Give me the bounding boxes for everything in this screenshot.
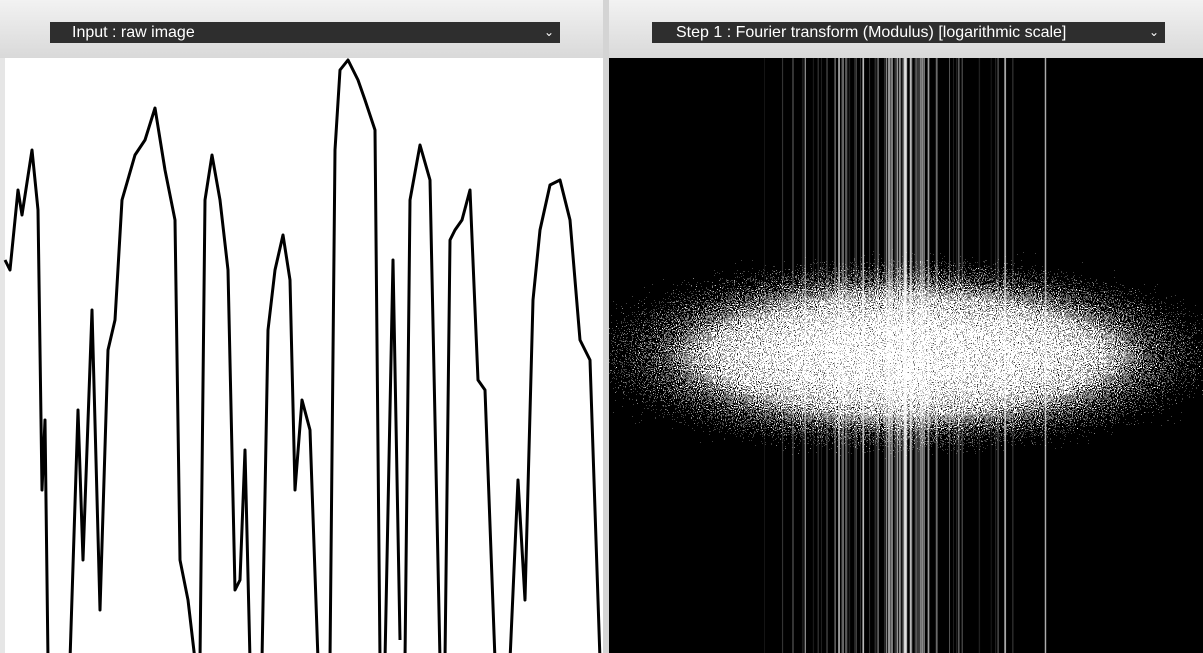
select-label: Input : raw image — [72, 24, 195, 41]
fourier-panel: Step 1 : Fourier transform (Modulus) [lo… — [609, 0, 1203, 653]
raw-image — [0, 58, 603, 653]
dropdown-arrow: ⌄ — [544, 22, 554, 43]
select-label: Step 1 : Fourier transform (Modulus) [lo… — [676, 24, 1066, 41]
input-panel: Input : raw image ⌄ — [0, 0, 603, 653]
view-select[interactable]: Step 1 : Fourier transform (Modulus) [lo… — [652, 22, 1165, 43]
fourier-image — [609, 58, 1203, 653]
panel-header: Input : raw image ⌄ — [0, 0, 603, 58]
page: Input : raw image ⌄ Step 1 : Fourier tran… — [0, 0, 1203, 653]
panel-header: Step 1 : Fourier transform (Modulus) [lo… — [609, 0, 1203, 58]
divider — [603, 0, 609, 653]
dropdown-arrow: ⌄ — [1149, 22, 1159, 43]
view-select[interactable]: Input : raw image ⌄ — [50, 22, 560, 43]
